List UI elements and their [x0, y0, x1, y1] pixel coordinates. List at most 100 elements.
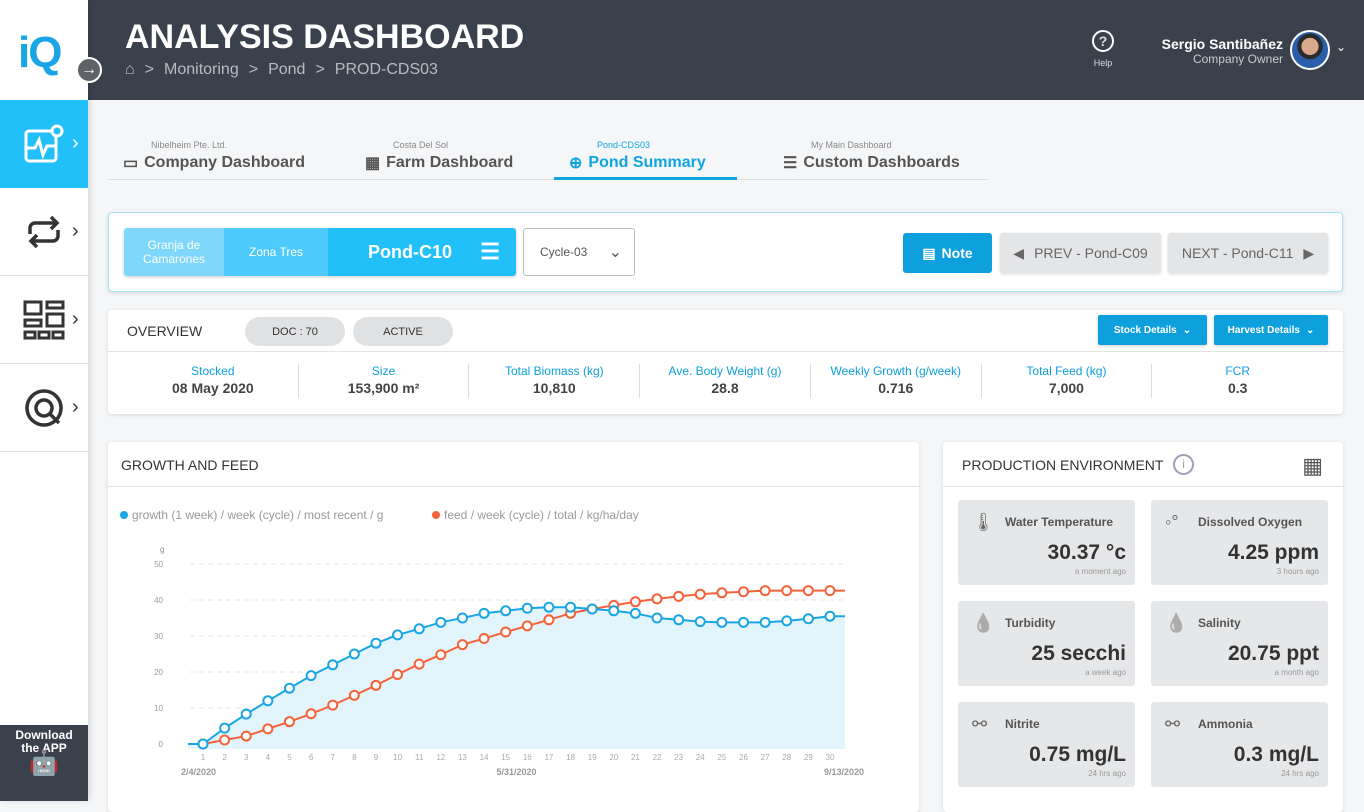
stat-value: 28.8: [711, 380, 739, 396]
env-tile-dissolved-oxygen[interactable]: ◦° Dissolved Oxygen 4.25 ppm 3 hours ago: [1151, 500, 1328, 585]
data-point[interactable]: [327, 659, 339, 671]
stock-details-button[interactable]: Stock Details ⌄: [1098, 315, 1207, 345]
data-point[interactable]: [262, 723, 274, 735]
data-point[interactable]: [694, 588, 706, 600]
data-point[interactable]: [694, 616, 706, 628]
tab-farm-dashboard[interactable]: Costa Del Sol ▦ Farm Dashboard: [350, 140, 550, 180]
data-point[interactable]: [262, 695, 274, 707]
data-point[interactable]: [413, 623, 425, 635]
sidebar-item-support[interactable]: ›: [0, 364, 88, 452]
grid-view-icon[interactable]: ▦: [1302, 453, 1323, 478]
avatar[interactable]: [1290, 30, 1330, 70]
info-icon[interactable]: i: [1173, 453, 1195, 475]
data-point[interactable]: [348, 648, 360, 660]
data-point[interactable]: [824, 585, 836, 597]
sidebar-item-monitoring[interactable]: ›: [0, 100, 88, 188]
data-point[interactable]: [435, 616, 447, 628]
data-point[interactable]: [629, 596, 641, 608]
zone-selector[interactable]: Zona Tres: [224, 228, 328, 276]
data-point[interactable]: [305, 708, 317, 720]
data-point[interactable]: [240, 730, 252, 742]
data-point[interactable]: [608, 605, 620, 617]
tab-company-dashboard[interactable]: Nibelheim Pte. Ltd. ▭ Company Dashboard: [108, 140, 328, 180]
expand-sidebar-button[interactable]: →: [76, 57, 102, 83]
data-point[interactable]: [456, 639, 468, 651]
data-point[interactable]: [435, 649, 447, 661]
help-label: Help: [1093, 58, 1113, 68]
user-menu[interactable]: Sergio Santibañez Company Owner: [1162, 36, 1328, 66]
pond-selector[interactable]: Pond-C10 ☰: [328, 228, 516, 276]
data-point[interactable]: [521, 620, 533, 632]
y-tick-label: 0: [159, 740, 164, 749]
tab-sublabel: Nibelheim Pte. Ltd.: [151, 140, 228, 150]
tab-pond-summary[interactable]: Pond-CDS03 ⊕ Pond Summary: [554, 140, 737, 180]
chevron-down-icon[interactable]: ⌄: [1335, 40, 1346, 54]
env-tile-nitrite[interactable]: ⚯ Nitrite 0.75 mg/L 24 hrs ago: [958, 702, 1135, 787]
data-point[interactable]: [629, 607, 641, 619]
data-point[interactable]: [738, 586, 749, 598]
data-point[interactable]: [651, 593, 663, 605]
data-point[interactable]: [456, 612, 468, 624]
data-point[interactable]: [824, 610, 836, 622]
env-tile-water-temperature[interactable]: 🌡 Water Temperature 30.37 °c a moment ago: [958, 500, 1135, 585]
tab-custom-dashboards[interactable]: My Main Dashboard ☰ Custom Dashboards: [768, 140, 988, 180]
data-point[interactable]: [716, 616, 728, 628]
env-tile-ammonia[interactable]: ⚯ Ammonia 0.3 mg/L 24 hrs ago: [1151, 702, 1328, 787]
data-point[interactable]: [543, 614, 555, 626]
breadcrumb-pond[interactable]: Pond: [268, 61, 306, 78]
data-point[interactable]: [478, 633, 490, 645]
data-point[interactable]: [716, 587, 728, 599]
sidebar-item-cycle[interactable]: ›: [0, 188, 88, 276]
data-point[interactable]: [500, 605, 512, 617]
data-point[interactable]: [586, 603, 598, 615]
data-point[interactable]: [327, 699, 339, 711]
android-icon[interactable]: 🤖: [29, 750, 59, 777]
cycle-dropdown[interactable]: Cycle-03 ⌄: [523, 228, 635, 276]
note-button[interactable]: ▤ Note: [903, 233, 992, 273]
data-point[interactable]: [240, 708, 252, 720]
env-tile-turbidity[interactable]: 💧 Turbidity 25 secchi a week ago: [958, 601, 1135, 686]
help-button[interactable]: ? Help: [1092, 30, 1114, 68]
data-point[interactable]: [802, 585, 814, 597]
data-point[interactable]: [219, 734, 231, 746]
server-icon: ☰: [783, 155, 798, 172]
data-point[interactable]: [500, 626, 512, 638]
home-icon[interactable]: ⌂: [125, 61, 135, 78]
data-point[interactable]: [738, 616, 749, 628]
breadcrumb-current: PROD-CDS03: [334, 61, 438, 78]
data-point[interactable]: [565, 601, 577, 613]
data-point[interactable]: [651, 612, 663, 624]
data-point[interactable]: [673, 590, 685, 602]
data-point[interactable]: [305, 670, 317, 682]
data-point[interactable]: [781, 615, 793, 627]
data-point[interactable]: [781, 585, 793, 597]
data-point[interactable]: [521, 602, 533, 614]
data-point[interactable]: [759, 585, 771, 597]
data-point[interactable]: [802, 613, 814, 625]
farm-selector[interactable]: Granja de Camarones: [124, 228, 224, 276]
data-point[interactable]: [478, 607, 490, 619]
env-tile-salinity[interactable]: 💧 Salinity 20.75 ppt a month ago: [1151, 601, 1328, 686]
harvest-details-button[interactable]: Harvest Details ⌄: [1214, 315, 1328, 345]
data-point[interactable]: [283, 716, 295, 728]
data-point[interactable]: [348, 689, 360, 701]
data-point[interactable]: [219, 722, 231, 734]
sidebar-item-dashboards[interactable]: ›: [0, 276, 88, 364]
breadcrumb-monitoring[interactable]: Monitoring: [164, 61, 239, 78]
prev-pond-button[interactable]: ◀ PREV - Pond-C09: [1000, 233, 1161, 273]
stat-item: Stocked 08 May 2020: [128, 364, 299, 398]
data-point[interactable]: [673, 614, 685, 626]
download-app-button[interactable]: Download the APP 🤖: [0, 725, 88, 801]
menu-icon[interactable]: ☰: [480, 239, 500, 264]
next-pond-button[interactable]: NEXT - Pond-C11 ▶: [1168, 233, 1328, 273]
data-point[interactable]: [413, 658, 425, 670]
data-point[interactable]: [392, 629, 404, 641]
data-point[interactable]: [392, 669, 404, 681]
data-point[interactable]: [370, 637, 382, 649]
data-point[interactable]: [370, 679, 382, 691]
data-point[interactable]: [543, 601, 555, 613]
data-point[interactable]: [283, 682, 295, 694]
data-point[interactable]: [197, 738, 209, 750]
data-point[interactable]: [759, 616, 771, 628]
x-tick-label: 29: [804, 753, 813, 762]
